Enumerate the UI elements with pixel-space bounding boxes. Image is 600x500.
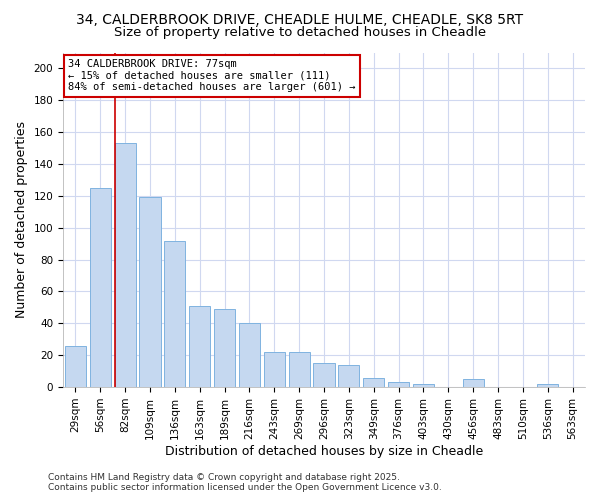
Bar xyxy=(90,188,111,387)
Bar xyxy=(239,324,260,387)
Bar xyxy=(65,346,86,387)
Text: 34, CALDERBROOK DRIVE, CHEADLE HULME, CHEADLE, SK8 5RT: 34, CALDERBROOK DRIVE, CHEADLE HULME, CH… xyxy=(76,12,524,26)
Bar xyxy=(363,378,384,387)
Text: Size of property relative to detached houses in Cheadle: Size of property relative to detached ho… xyxy=(114,26,486,39)
Bar xyxy=(313,363,335,387)
Bar xyxy=(115,144,136,387)
Bar xyxy=(164,240,185,387)
Bar xyxy=(537,384,558,387)
Bar xyxy=(338,365,359,387)
Text: 34 CALDERBROOK DRIVE: 77sqm
← 15% of detached houses are smaller (111)
84% of se: 34 CALDERBROOK DRIVE: 77sqm ← 15% of det… xyxy=(68,59,356,92)
X-axis label: Distribution of detached houses by size in Cheadle: Distribution of detached houses by size … xyxy=(165,444,483,458)
Bar xyxy=(289,352,310,387)
Bar xyxy=(388,382,409,387)
Text: Contains HM Land Registry data © Crown copyright and database right 2025.
Contai: Contains HM Land Registry data © Crown c… xyxy=(48,473,442,492)
Bar xyxy=(463,379,484,387)
Bar xyxy=(189,306,210,387)
Y-axis label: Number of detached properties: Number of detached properties xyxy=(15,122,28,318)
Bar xyxy=(413,384,434,387)
Bar xyxy=(214,309,235,387)
Bar xyxy=(139,198,161,387)
Bar xyxy=(264,352,285,387)
